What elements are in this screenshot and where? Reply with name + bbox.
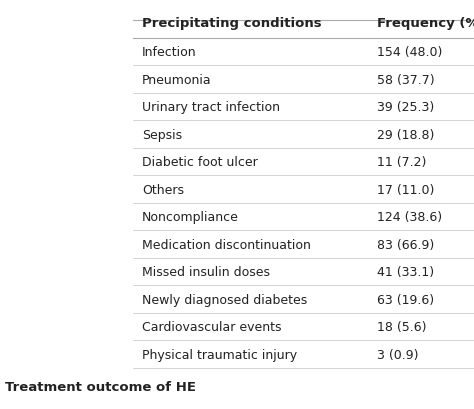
Text: Treatment outcome of HE: Treatment outcome of HE bbox=[5, 380, 196, 393]
Text: 58 (37.7): 58 (37.7) bbox=[377, 74, 435, 86]
Text: Infection: Infection bbox=[142, 46, 197, 59]
Text: Medication discontinuation: Medication discontinuation bbox=[142, 238, 311, 251]
Text: Frequency (%): Frequency (%) bbox=[377, 17, 474, 30]
Text: Physical traumatic injury: Physical traumatic injury bbox=[142, 348, 297, 361]
Text: Pneumonia: Pneumonia bbox=[142, 74, 212, 86]
Text: 41 (33.1): 41 (33.1) bbox=[377, 265, 434, 279]
Text: 17 (11.0): 17 (11.0) bbox=[377, 183, 434, 196]
Text: Others: Others bbox=[142, 183, 184, 196]
Text: 39 (25.3): 39 (25.3) bbox=[377, 101, 434, 114]
Text: Diabetic foot ulcer: Diabetic foot ulcer bbox=[142, 156, 258, 169]
Text: 18 (5.6): 18 (5.6) bbox=[377, 321, 426, 333]
Text: 154 (48.0): 154 (48.0) bbox=[377, 46, 442, 59]
Text: 11 (7.2): 11 (7.2) bbox=[377, 156, 426, 169]
Text: Urinary tract infection: Urinary tract infection bbox=[142, 101, 280, 114]
Text: 29 (18.8): 29 (18.8) bbox=[377, 128, 434, 142]
Text: Precipitating conditions: Precipitating conditions bbox=[142, 17, 322, 30]
Text: Cardiovascular events: Cardiovascular events bbox=[142, 321, 282, 333]
Text: Noncompliance: Noncompliance bbox=[142, 211, 239, 224]
Text: 124 (38.6): 124 (38.6) bbox=[377, 211, 442, 224]
Text: Sepsis: Sepsis bbox=[142, 128, 182, 142]
Text: 3 (0.9): 3 (0.9) bbox=[377, 348, 419, 361]
Text: Missed insulin doses: Missed insulin doses bbox=[142, 265, 270, 279]
Text: Newly diagnosed diabetes: Newly diagnosed diabetes bbox=[142, 293, 308, 306]
Text: 83 (66.9): 83 (66.9) bbox=[377, 238, 434, 251]
Text: 63 (19.6): 63 (19.6) bbox=[377, 293, 434, 306]
